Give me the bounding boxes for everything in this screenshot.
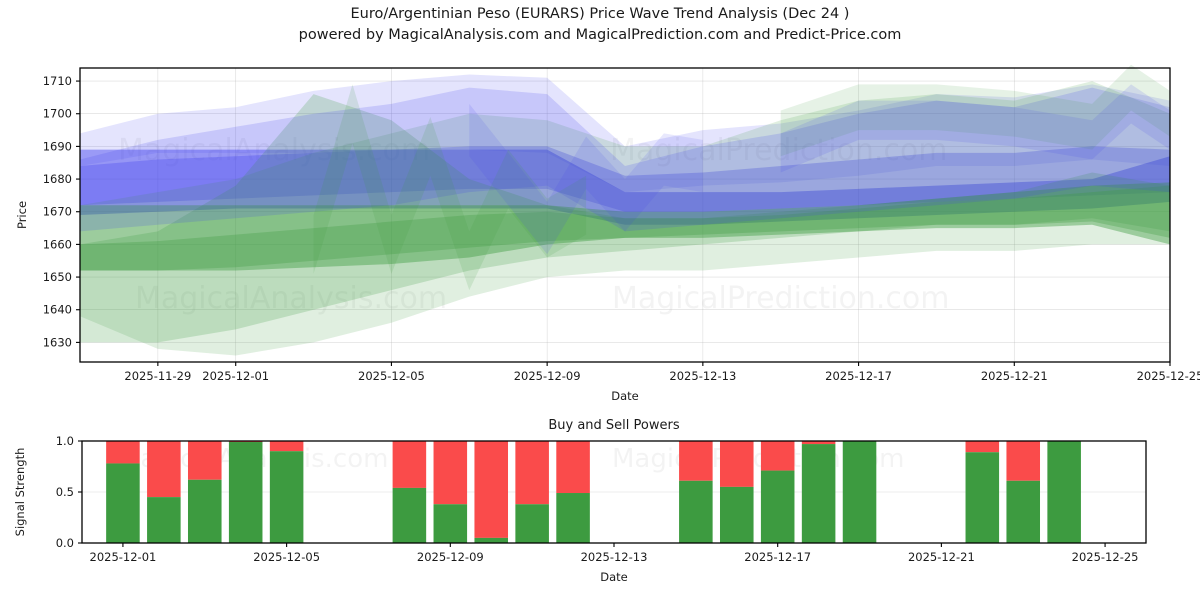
bar-segment-buy xyxy=(433,504,468,543)
bar-segment-buy xyxy=(556,493,590,543)
wave-zigzag-overlay xyxy=(313,64,1170,291)
y-tick-label: 1670 xyxy=(43,205,72,219)
bar-segment-buy xyxy=(515,504,549,543)
chart-subtitle: powered by MagicalAnalysis.com and Magic… xyxy=(298,27,902,43)
watermark-text: MagicalPrediction.com xyxy=(612,281,950,316)
y-axis-title: Price xyxy=(15,201,29,229)
bar-segment-buy xyxy=(842,441,877,543)
wave-band-green-band-outer xyxy=(80,81,1170,356)
page-title: Euro/Argentinian Peso (EURARS) Price Wav… xyxy=(0,4,1200,46)
axis-ticks: 1630 1640 1650 1660 1670 1680 1690 1700 1710 2025… xyxy=(43,74,1200,383)
y-tick-label: 1660 xyxy=(43,237,72,251)
wave-band-green-band-core xyxy=(80,182,1170,271)
bar-segment-buy xyxy=(269,451,304,543)
chart-title: Euro/Argentinian Peso (EURARS) Price Wav… xyxy=(350,6,850,22)
zigzag-green-w xyxy=(313,84,587,291)
bar-segment-sell xyxy=(147,441,181,498)
bar-segment-buy xyxy=(228,442,263,543)
watermark-text: MagicalAnalysis.com xyxy=(118,133,430,168)
x-tick-label: 2025-12-13 xyxy=(581,550,648,564)
bar-segment-buy xyxy=(147,497,181,543)
x-tick-label: 2025-12-13 xyxy=(669,369,736,383)
bar-segment-sell xyxy=(187,441,222,480)
bar-segment-sell xyxy=(515,441,549,505)
price-wave-chart: MagicalAnalysis.com MagicalPrediction.com… xyxy=(15,64,1200,403)
axis-ticks: 0.0 0.5 1.0 2025-12-01 2025-12-05 2025-12-09 2… xyxy=(56,434,1139,564)
y-tick-label: 0.0 xyxy=(56,536,74,550)
bar-segment-buy xyxy=(392,487,427,543)
y-tick-label: 0.5 xyxy=(56,485,74,499)
bar-segment-sell xyxy=(679,441,713,481)
bar-segment-buy xyxy=(679,480,713,543)
zigzag-blue-right xyxy=(780,84,1170,173)
wave-band-wave-spike-a xyxy=(80,94,1170,343)
bar-segment-buy xyxy=(474,537,509,543)
bar-segment-sell xyxy=(474,441,509,538)
bar-segment-sell xyxy=(801,441,836,445)
x-axis-title: Date xyxy=(600,570,628,584)
wave-band-blue-band-core xyxy=(80,149,1170,225)
x-tick-label: 2025-12-21 xyxy=(908,550,975,564)
y-axis-title: Signal Strength xyxy=(13,448,27,537)
watermark-text: MagicalPrediction.com xyxy=(610,133,948,168)
x-tick-label: 2025-12-25 xyxy=(1137,369,1200,383)
x-tick-label: 2025-12-05 xyxy=(253,550,320,564)
bar-segment-sell xyxy=(760,441,795,471)
x-tick-label: 2025-12-25 xyxy=(1072,550,1139,564)
bar-segment-buy xyxy=(1006,480,1041,543)
wave-band-blue-band-outer xyxy=(80,74,1170,193)
powers-chart-title: Buy and Sell Powers xyxy=(548,418,679,433)
bar-segment-buy xyxy=(801,444,836,543)
bar-segment-buy xyxy=(106,463,140,543)
plot-border xyxy=(79,67,1171,363)
wave-band-wave-spike-b xyxy=(80,87,1170,232)
y-tick-label: 1640 xyxy=(43,303,72,317)
bar-segment-sell xyxy=(556,441,590,494)
y-tick-label: 1.0 xyxy=(56,434,74,448)
x-tick-label: 2025-12-21 xyxy=(981,369,1048,383)
wave-band-blue-band-mid xyxy=(80,146,1170,212)
x-tick-label: 2025-12-09 xyxy=(514,369,581,383)
y-tick-label: 1710 xyxy=(43,74,72,88)
buy-sell-powers-chart: MagicalAnalysis.comMagicalPrediction.com… xyxy=(13,418,1147,584)
zigzag-blue-w xyxy=(469,103,703,255)
x-axis-title: Date xyxy=(611,389,639,403)
bar-segment-buy xyxy=(719,486,754,543)
bar-segment-buy xyxy=(760,470,795,543)
gridlines xyxy=(80,68,1171,362)
watermark-text: MagicalAnalysis.com xyxy=(135,281,447,316)
y-tick-label: 1630 xyxy=(43,335,72,349)
bar-segment-sell xyxy=(1006,441,1041,481)
y-tick-label: 1680 xyxy=(43,172,72,186)
bar-segment-buy xyxy=(965,452,1000,543)
y-tick-label: 1690 xyxy=(43,139,72,153)
x-tick-label: 2025-12-09 xyxy=(417,550,484,564)
x-tick-label: 2025-12-17 xyxy=(825,369,892,383)
watermark-group: MagicalAnalysis.com MagicalPrediction.com… xyxy=(118,133,950,316)
y-tick-label: 1700 xyxy=(43,107,72,121)
zigzag-green-right xyxy=(780,64,1170,157)
bar-segment-sell xyxy=(392,441,427,488)
bar-segment-buy xyxy=(187,479,222,543)
x-tick-label: 2025-12-05 xyxy=(358,369,425,383)
bar-segment-sell xyxy=(269,441,304,452)
bar-segment-sell xyxy=(433,441,468,505)
wave-bands xyxy=(80,74,1170,356)
x-tick-label: 2025-11-29 xyxy=(124,369,191,383)
bar-segment-buy xyxy=(1047,441,1081,543)
y-tick-label: 1650 xyxy=(43,270,72,284)
x-tick-label: 2025-12-17 xyxy=(744,550,811,564)
wave-band-green-band-inner xyxy=(80,185,1170,271)
bar-segment-sell xyxy=(106,441,140,464)
x-tick-label: 2025-12-01 xyxy=(202,369,269,383)
x-tick-label: 2025-12-01 xyxy=(90,550,157,564)
bar-group xyxy=(106,441,1081,543)
bar-segment-sell xyxy=(965,441,1000,453)
bar-segment-sell xyxy=(719,441,754,487)
plot-background xyxy=(80,68,1170,362)
